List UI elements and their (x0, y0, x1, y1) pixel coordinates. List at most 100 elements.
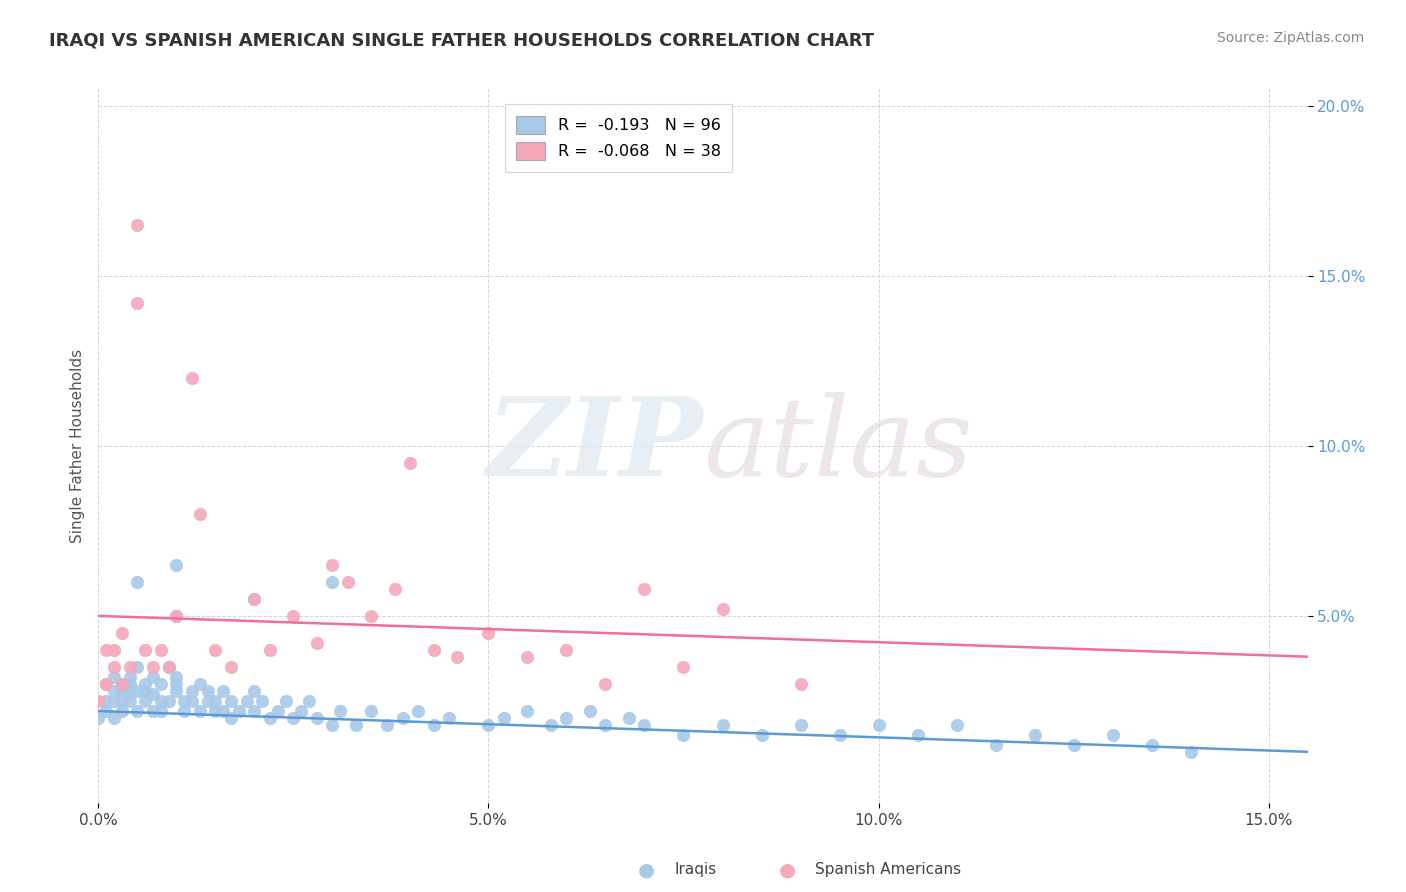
Point (789, 677, 811, 691)
Point (111, 677, 134, 691)
Point (1063, 738, 1085, 752)
Point (212, 704, 235, 718)
Point (555, 643, 578, 657)
Point (446, 649, 468, 664)
Point (711, 602, 734, 616)
Point (103, 683, 125, 698)
Point (219, 711, 242, 725)
Point (142, 704, 165, 718)
Point (305, 636, 328, 650)
Point (118, 670, 141, 684)
Point (142, 670, 165, 684)
Point (298, 694, 321, 708)
Point (204, 643, 226, 657)
Point (165, 677, 187, 691)
Point (516, 704, 538, 718)
Point (149, 704, 172, 718)
Point (337, 574, 360, 589)
Point (103, 643, 125, 657)
Point (321, 717, 343, 731)
Point (181, 683, 204, 698)
Point (1024, 728, 1046, 742)
Point (259, 643, 281, 657)
Point (134, 683, 156, 698)
Point (127, 704, 149, 718)
Point (165, 683, 187, 698)
Point (494, 711, 516, 725)
Point (157, 660, 180, 674)
Point (197, 683, 219, 698)
Point (157, 694, 180, 708)
Point (165, 558, 187, 572)
Y-axis label: Single Father Households: Single Father Households (69, 349, 84, 543)
Point (751, 728, 773, 742)
Point (111, 694, 134, 708)
Point (1180, 745, 1202, 759)
Point (633, 582, 655, 596)
Point (945, 717, 967, 731)
Point (127, 296, 149, 310)
Point (789, 717, 811, 731)
Point (399, 456, 422, 470)
Point (96, 643, 118, 657)
Point (103, 670, 125, 684)
Text: atlas: atlas (703, 392, 973, 500)
Point (96, 677, 118, 691)
Point (243, 683, 266, 698)
Point (555, 711, 578, 725)
Point (406, 704, 429, 718)
Point (212, 683, 235, 698)
Point (243, 704, 266, 718)
Point (617, 711, 640, 725)
Point (1140, 738, 1163, 752)
Point (204, 694, 226, 708)
Point (283, 711, 305, 725)
Point (375, 717, 398, 731)
Point (188, 507, 211, 521)
Point (235, 694, 257, 708)
Point (118, 694, 141, 708)
Point (142, 687, 165, 701)
Point (165, 608, 187, 623)
Text: ZIP: ZIP (486, 392, 703, 500)
Point (134, 643, 156, 657)
Text: Iraqis: Iraqis (675, 863, 717, 877)
Point (329, 704, 352, 718)
Point (228, 704, 250, 718)
Point (204, 704, 226, 718)
Point (118, 660, 141, 674)
Point (283, 608, 305, 623)
Text: Source: ZipAtlas.com: Source: ZipAtlas.com (1216, 31, 1364, 45)
Point (633, 717, 655, 731)
Point (477, 626, 499, 640)
Point (360, 704, 382, 718)
Point (344, 717, 367, 731)
Point (828, 728, 851, 742)
Point (149, 694, 172, 708)
Point (96, 704, 118, 718)
Point (423, 643, 446, 657)
Point (984, 738, 1007, 752)
Point (243, 591, 266, 606)
Point (267, 704, 290, 718)
Point (103, 694, 125, 708)
Point (595, 677, 617, 691)
Point (149, 677, 172, 691)
Point (219, 694, 242, 708)
Point (87, 711, 110, 725)
Point (127, 218, 149, 232)
Point (540, 717, 562, 731)
Text: ●: ● (779, 860, 796, 880)
Point (672, 660, 695, 674)
Text: ●: ● (638, 860, 655, 880)
Point (197, 694, 219, 708)
Point (165, 608, 187, 623)
Point (118, 677, 141, 691)
Point (149, 643, 172, 657)
Point (274, 694, 297, 708)
Point (711, 717, 734, 731)
Point (384, 582, 406, 596)
Point (579, 704, 602, 718)
Point (360, 608, 382, 623)
Point (111, 677, 134, 691)
